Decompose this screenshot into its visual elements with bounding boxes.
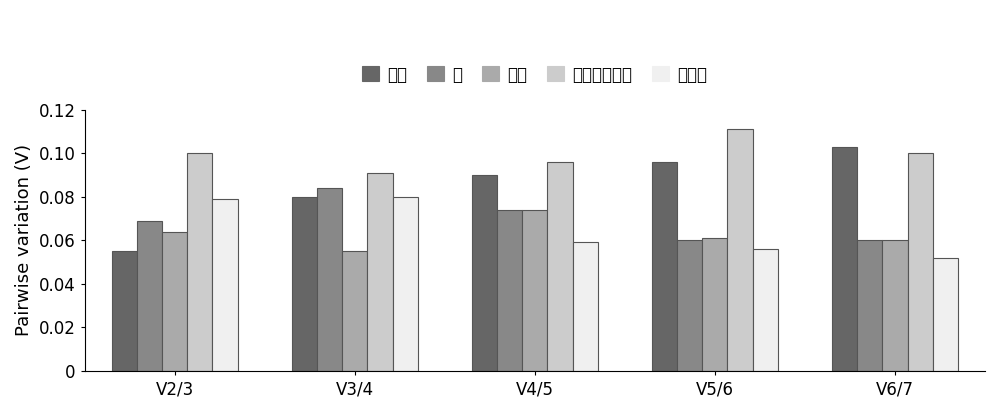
Bar bbox=[677, 240, 702, 371]
Bar bbox=[882, 240, 908, 371]
Bar bbox=[137, 221, 162, 371]
Bar bbox=[317, 188, 342, 371]
Bar bbox=[547, 162, 573, 371]
Bar bbox=[187, 153, 212, 371]
Bar bbox=[753, 249, 778, 371]
Bar bbox=[857, 240, 882, 371]
Bar bbox=[497, 210, 522, 371]
Bar bbox=[727, 129, 753, 371]
Bar bbox=[522, 210, 547, 371]
Y-axis label: Pairwise variation (V): Pairwise variation (V) bbox=[15, 144, 33, 336]
Bar bbox=[832, 147, 857, 371]
Bar bbox=[112, 251, 137, 371]
Bar bbox=[367, 173, 393, 371]
Legend: 果实, 叶, 卷须, 果实发育阶段, 总样品: 果实, 叶, 卷须, 果实发育阶段, 总样品 bbox=[357, 61, 712, 88]
Bar bbox=[162, 232, 187, 371]
Bar bbox=[908, 153, 933, 371]
Bar bbox=[702, 238, 727, 371]
Bar bbox=[212, 199, 238, 371]
Bar bbox=[933, 258, 958, 371]
Bar bbox=[573, 242, 598, 371]
Bar bbox=[342, 251, 367, 371]
Bar bbox=[292, 197, 317, 371]
Bar bbox=[393, 197, 418, 371]
Bar bbox=[652, 162, 677, 371]
Bar bbox=[472, 175, 497, 371]
